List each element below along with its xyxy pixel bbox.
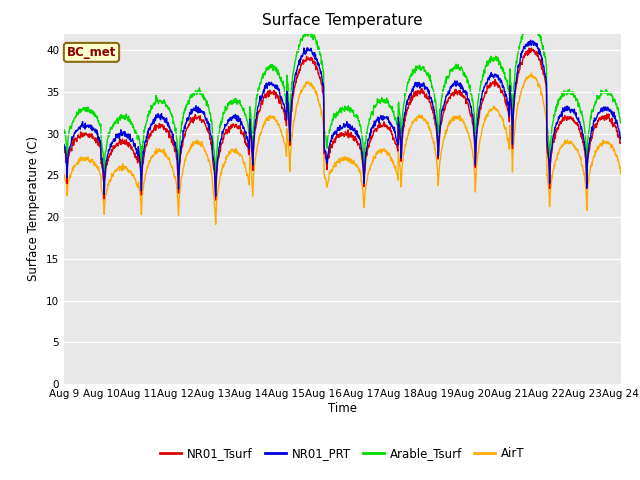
Arable_Tsurf	[502, 76, 509, 82]
AirT	[527, 70, 535, 76]
Arable_Tsurf	[429, 87, 437, 93]
Arable_Tsurf	[60, 127, 68, 133]
AirT	[246, 160, 254, 166]
AirT	[429, 138, 437, 144]
Arable_Tsurf	[246, 107, 254, 113]
NR01_PRT	[170, 138, 178, 144]
Title: Surface Temperature: Surface Temperature	[262, 13, 422, 28]
Line: NR01_PRT: NR01_PRT	[64, 40, 621, 196]
NR01_PRT	[429, 104, 437, 110]
NR01_Tsurf	[60, 145, 68, 151]
Arable_Tsurf	[170, 122, 178, 128]
Arable_Tsurf	[552, 108, 559, 113]
NR01_PRT	[184, 115, 191, 121]
AirT	[552, 158, 559, 164]
AirT	[184, 150, 191, 156]
NR01_PRT	[552, 124, 559, 130]
NR01_PRT	[60, 142, 68, 147]
Line: NR01_Tsurf: NR01_Tsurf	[64, 48, 621, 200]
Y-axis label: Surface Temperature (C): Surface Temperature (C)	[28, 136, 40, 281]
Text: BC_met: BC_met	[67, 46, 116, 59]
Line: AirT: AirT	[64, 73, 621, 224]
NR01_PRT	[617, 136, 625, 142]
Arable_Tsurf	[212, 177, 220, 182]
Arable_Tsurf	[617, 120, 625, 126]
Arable_Tsurf	[184, 101, 191, 107]
AirT	[170, 174, 178, 180]
AirT	[502, 125, 509, 131]
Legend: NR01_Tsurf, NR01_PRT, Arable_Tsurf, AirT: NR01_Tsurf, NR01_PRT, Arable_Tsurf, AirT	[156, 443, 529, 465]
NR01_Tsurf	[527, 45, 535, 51]
AirT	[617, 171, 625, 177]
NR01_Tsurf	[184, 125, 191, 131]
Arable_Tsurf	[531, 20, 538, 25]
NR01_PRT	[246, 125, 254, 131]
NR01_Tsurf	[552, 135, 559, 141]
NR01_PRT	[212, 193, 220, 199]
X-axis label: Time: Time	[328, 402, 357, 415]
NR01_PRT	[502, 92, 509, 97]
NR01_Tsurf	[502, 97, 509, 103]
NR01_Tsurf	[617, 140, 625, 146]
AirT	[212, 221, 220, 227]
AirT	[60, 171, 68, 177]
Line: Arable_Tsurf: Arable_Tsurf	[64, 23, 621, 180]
NR01_Tsurf	[429, 109, 437, 115]
NR01_Tsurf	[246, 132, 254, 138]
NR01_Tsurf	[170, 144, 178, 150]
NR01_Tsurf	[212, 197, 220, 203]
NR01_PRT	[527, 37, 534, 43]
